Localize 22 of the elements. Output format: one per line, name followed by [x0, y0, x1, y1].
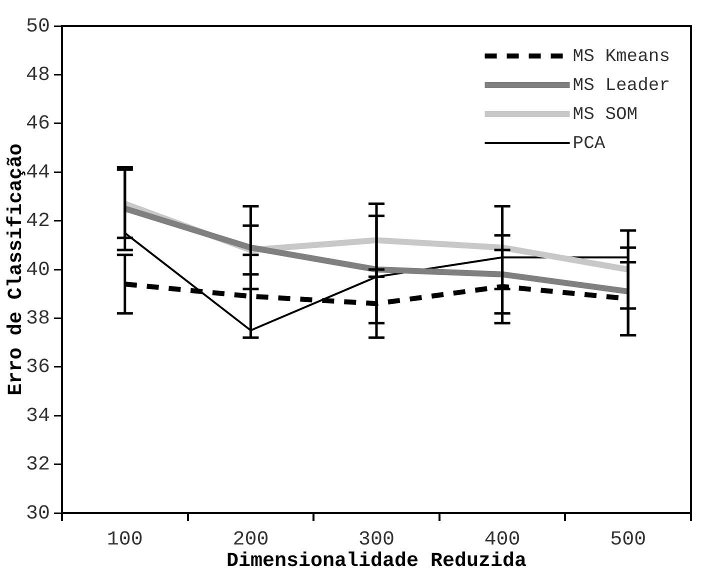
y-tick-label: 46 — [26, 112, 50, 136]
y-tick-label: 48 — [26, 64, 50, 87]
x-tick-label: 100 — [106, 528, 143, 552]
x-tick-label: 400 — [484, 528, 520, 552]
y-tick-label: 50 — [26, 15, 50, 38]
x-tick-label: 300 — [358, 528, 395, 552]
x-tick-label: 200 — [232, 528, 269, 552]
y-tick-label: 34 — [26, 404, 50, 428]
legend-label: PCA — [572, 134, 606, 154]
legend-label: MS Leader — [572, 76, 670, 96]
y-tick-label: 32 — [26, 454, 50, 477]
x-tick-label: 500 — [610, 528, 646, 552]
x-axis-title: Dimensionalidade Reduzida — [226, 550, 527, 574]
y-tick-label: 30 — [26, 502, 50, 526]
y-tick-label: 40 — [26, 258, 50, 282]
y-tick-label: 38 — [26, 307, 50, 330]
y-tick-label: 42 — [26, 210, 50, 234]
y-tick-label: 44 — [26, 161, 50, 184]
y-axis-title: Erro de Classificação — [5, 143, 28, 396]
legend-label: MS Kmeans — [572, 46, 670, 67]
legend-label: MS SOM — [572, 104, 638, 125]
y-tick-label: 36 — [26, 356, 50, 380]
